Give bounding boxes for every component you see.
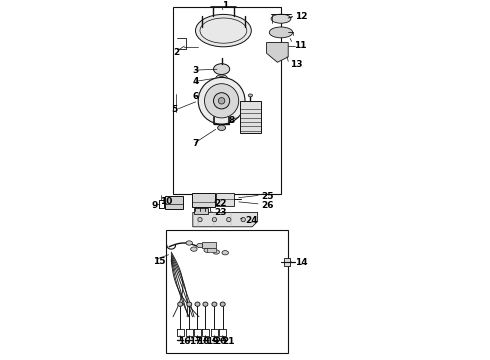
Text: 15: 15 xyxy=(153,256,166,265)
Bar xyxy=(216,193,234,206)
Ellipse shape xyxy=(196,14,251,47)
Text: 26: 26 xyxy=(261,201,274,210)
Ellipse shape xyxy=(212,302,217,306)
Text: 5: 5 xyxy=(171,105,177,114)
Text: 10: 10 xyxy=(160,197,173,206)
Text: 9: 9 xyxy=(151,201,158,210)
Text: 23: 23 xyxy=(215,208,227,217)
Ellipse shape xyxy=(197,243,203,248)
Bar xyxy=(192,193,215,207)
Ellipse shape xyxy=(220,302,225,306)
Ellipse shape xyxy=(219,98,225,104)
Ellipse shape xyxy=(227,217,231,222)
Text: 16: 16 xyxy=(178,338,191,346)
Bar xyxy=(194,208,208,214)
Ellipse shape xyxy=(270,27,293,38)
Text: 1: 1 xyxy=(221,1,228,10)
Ellipse shape xyxy=(178,302,183,306)
Ellipse shape xyxy=(204,84,239,118)
Ellipse shape xyxy=(198,217,202,222)
Polygon shape xyxy=(193,212,258,227)
Ellipse shape xyxy=(186,241,193,245)
Text: 18: 18 xyxy=(197,338,210,346)
Ellipse shape xyxy=(212,217,217,222)
Bar xyxy=(207,248,216,252)
Text: 13: 13 xyxy=(290,60,302,69)
Ellipse shape xyxy=(222,251,228,255)
Ellipse shape xyxy=(214,93,230,109)
Bar xyxy=(202,242,216,248)
Bar xyxy=(173,7,281,194)
Ellipse shape xyxy=(204,248,210,252)
Ellipse shape xyxy=(191,247,197,251)
Text: 24: 24 xyxy=(245,216,258,225)
Ellipse shape xyxy=(241,217,245,222)
Text: 7: 7 xyxy=(193,139,199,148)
Ellipse shape xyxy=(214,64,230,75)
Ellipse shape xyxy=(187,302,192,306)
Text: 4: 4 xyxy=(193,77,199,86)
Text: 8: 8 xyxy=(229,116,235,125)
Ellipse shape xyxy=(203,302,208,306)
Text: 25: 25 xyxy=(261,192,274,201)
Ellipse shape xyxy=(218,125,225,130)
Bar xyxy=(165,196,183,209)
Ellipse shape xyxy=(248,94,252,97)
Ellipse shape xyxy=(213,250,220,254)
Text: 6: 6 xyxy=(193,91,199,100)
Bar xyxy=(166,230,288,353)
Ellipse shape xyxy=(195,302,200,306)
Bar xyxy=(284,258,291,266)
Text: 17: 17 xyxy=(189,338,202,346)
Text: 11: 11 xyxy=(294,40,306,49)
Text: 21: 21 xyxy=(222,338,235,346)
Text: 3: 3 xyxy=(193,66,199,75)
Text: 14: 14 xyxy=(295,258,308,267)
Ellipse shape xyxy=(216,75,227,81)
Text: 20: 20 xyxy=(215,338,227,346)
Text: 2: 2 xyxy=(173,48,179,57)
Bar xyxy=(240,101,261,133)
Text: 12: 12 xyxy=(295,12,308,21)
Ellipse shape xyxy=(271,14,291,23)
Text: 22: 22 xyxy=(215,199,227,208)
Ellipse shape xyxy=(198,77,245,124)
Polygon shape xyxy=(267,42,288,62)
Text: 19: 19 xyxy=(206,338,219,346)
